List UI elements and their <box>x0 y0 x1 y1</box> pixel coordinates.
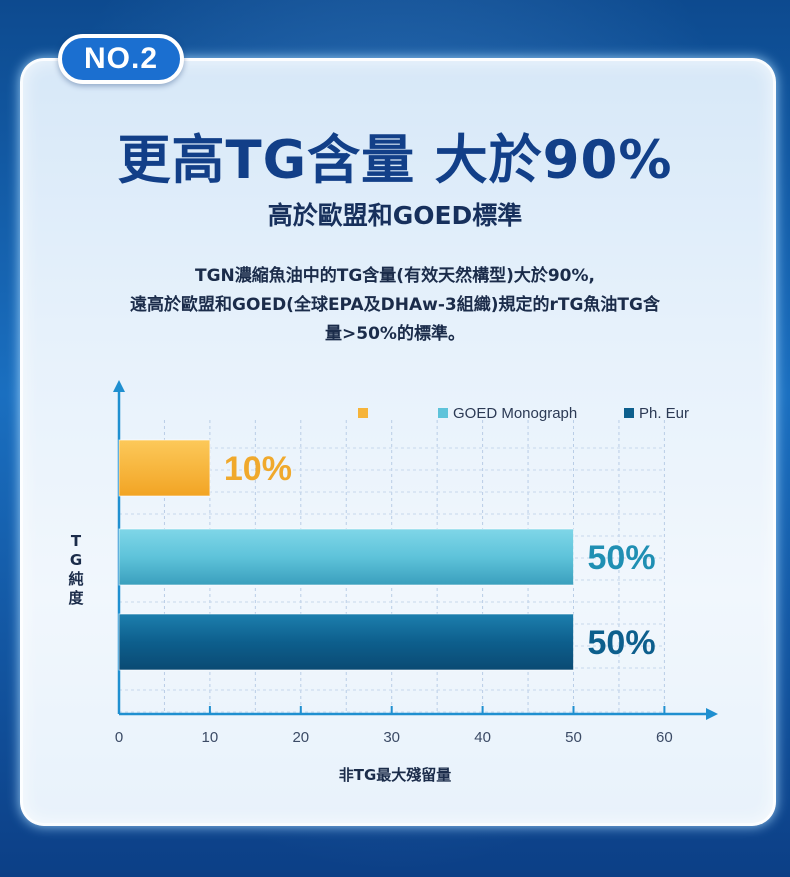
x-tick-label: 50 <box>565 729 582 746</box>
legend-swatch-3 <box>624 408 634 418</box>
page-title: 更高TG含量 大於90% <box>117 130 673 191</box>
chart-legend: GOED Monograph Ph. Eur <box>358 405 689 422</box>
legend-swatch-2 <box>438 408 448 418</box>
legend-label-2: GOED Monograph <box>453 405 577 422</box>
legend-swatch-1 <box>358 408 368 418</box>
description-line-2: 遠高於歐盟和GOED(全球EPA及DHAw-3組織)規定的rTG魚油TG含 <box>130 295 660 315</box>
number-badge: NO.2 <box>58 34 184 84</box>
chart-bars: 10% 50% 50% <box>118 439 656 671</box>
bar-2-value-label: 50% <box>588 539 656 577</box>
page-subtitle: 高於歐盟和GOED標準 <box>267 201 523 230</box>
description: TGN濃縮魚油中的TG含量(有效天然構型)大於90%, 遠高於歐盟和GOED(全… <box>60 262 730 349</box>
x-axis-title: 非TG最大殘留量 <box>339 766 452 784</box>
x-axis-arrow-icon <box>706 708 718 720</box>
description-line-1: TGN濃縮魚油中的TG含量(有效天然構型)大於90%, <box>194 266 595 286</box>
x-tick-label: 0 <box>115 729 123 746</box>
bar-1-value-label: 10% <box>224 450 292 488</box>
x-tick-label: 30 <box>383 729 400 746</box>
description-line-3: 量>50%的標準。 <box>325 324 465 344</box>
x-tick-label: 10 <box>202 729 219 746</box>
x-tick-label: 40 <box>474 729 491 746</box>
x-tick-label: 60 <box>656 729 673 746</box>
bar-3 <box>118 613 574 671</box>
y-axis-arrow-icon <box>113 380 125 392</box>
bar-2 <box>118 528 574 586</box>
bar-1 <box>118 439 211 497</box>
legend-label-3: Ph. Eur <box>639 405 689 422</box>
y-axis-title: T G 純度 <box>68 532 84 607</box>
bar-3-value-label: 50% <box>588 624 656 662</box>
x-tick-label: 20 <box>292 729 309 746</box>
